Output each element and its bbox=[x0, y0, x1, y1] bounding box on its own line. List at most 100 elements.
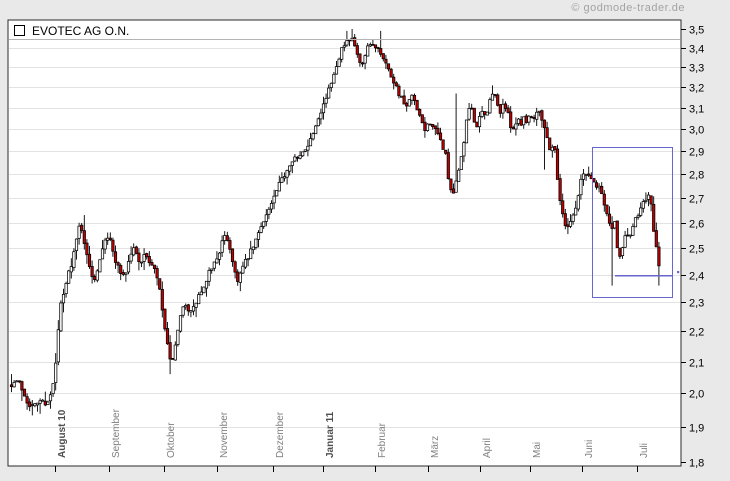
candle bbox=[246, 258, 250, 267]
candle bbox=[25, 393, 29, 410]
candle bbox=[87, 245, 92, 269]
candle bbox=[386, 63, 391, 72]
candle bbox=[535, 107, 539, 126]
x-tick-label: Oktober bbox=[166, 422, 177, 458]
candle bbox=[22, 388, 27, 397]
x-tick-label: Mai bbox=[532, 442, 543, 458]
candle bbox=[402, 89, 406, 105]
candle bbox=[540, 109, 544, 128]
candle bbox=[568, 214, 573, 229]
candle bbox=[342, 41, 346, 52]
candle bbox=[594, 180, 599, 190]
candle bbox=[288, 165, 292, 176]
candle bbox=[217, 251, 222, 266]
candle bbox=[490, 85, 495, 101]
candle bbox=[433, 125, 437, 136]
candle bbox=[358, 53, 362, 67]
y-tick-label: 3,4 bbox=[689, 44, 704, 56]
candle bbox=[332, 71, 336, 84]
candle bbox=[394, 81, 398, 87]
candle bbox=[61, 288, 66, 313]
candle bbox=[98, 259, 102, 273]
candle bbox=[379, 30, 383, 57]
candle bbox=[600, 182, 604, 195]
y-tick-label: 2,0 bbox=[689, 389, 704, 401]
x-tick-label: Januar 11 bbox=[325, 411, 336, 458]
x-tick-label: Februar bbox=[377, 422, 388, 458]
candle bbox=[137, 248, 141, 271]
candle bbox=[228, 237, 232, 254]
x-tick-label: September bbox=[111, 408, 122, 458]
candle bbox=[204, 280, 209, 297]
candle bbox=[152, 264, 157, 274]
candle bbox=[542, 119, 547, 170]
candle bbox=[555, 144, 560, 180]
candle bbox=[425, 123, 430, 132]
candle bbox=[95, 269, 99, 283]
candle bbox=[472, 107, 476, 123]
candle bbox=[334, 60, 339, 75]
candle bbox=[147, 251, 151, 267]
candle bbox=[145, 252, 149, 260]
candle bbox=[207, 267, 211, 287]
candle bbox=[496, 93, 500, 107]
candle bbox=[605, 204, 609, 217]
candle bbox=[654, 222, 658, 248]
candle bbox=[113, 245, 118, 269]
candle bbox=[467, 102, 471, 121]
candle bbox=[327, 84, 331, 99]
candle bbox=[545, 121, 549, 139]
grid-lines bbox=[9, 48, 680, 428]
candle bbox=[449, 178, 453, 193]
candle bbox=[59, 300, 63, 333]
candle bbox=[636, 213, 640, 220]
candle bbox=[314, 124, 318, 135]
y-tick-label: 2,7 bbox=[689, 194, 704, 206]
candle bbox=[581, 169, 586, 186]
legend-checkbox-icon[interactable] bbox=[14, 25, 25, 36]
candle bbox=[267, 206, 271, 220]
x-tick-label: April bbox=[482, 438, 493, 458]
candle bbox=[446, 148, 450, 180]
candle bbox=[225, 231, 229, 242]
candle bbox=[165, 322, 170, 345]
candle bbox=[108, 232, 112, 242]
x-axis: August 10 September Oktober November Dezembe… bbox=[55, 408, 650, 472]
candle bbox=[82, 215, 86, 250]
candle bbox=[574, 200, 578, 216]
site-watermark: © godmode-trader.de bbox=[571, 2, 685, 14]
candle bbox=[186, 303, 190, 316]
candle bbox=[464, 119, 469, 144]
candle bbox=[269, 200, 274, 213]
candle bbox=[301, 151, 305, 158]
y-tick-label: 2,9 bbox=[689, 147, 704, 159]
candle bbox=[77, 222, 81, 245]
candle bbox=[415, 99, 419, 111]
candle bbox=[475, 121, 479, 128]
candle bbox=[178, 315, 183, 333]
candle bbox=[407, 99, 411, 107]
candle bbox=[527, 115, 531, 126]
candle bbox=[353, 34, 357, 47]
candle bbox=[509, 106, 513, 133]
candle bbox=[321, 96, 326, 120]
candle bbox=[74, 238, 79, 260]
candle bbox=[454, 93, 458, 193]
candle bbox=[488, 97, 492, 114]
candle bbox=[319, 108, 323, 125]
candle bbox=[444, 149, 448, 155]
y-tick-label: 2,5 bbox=[689, 244, 704, 256]
annotation-dot bbox=[677, 270, 680, 274]
candle bbox=[441, 139, 445, 150]
candle bbox=[652, 196, 656, 232]
candle bbox=[90, 260, 94, 284]
candle bbox=[142, 248, 146, 271]
candle bbox=[158, 278, 162, 290]
candle bbox=[100, 240, 105, 260]
candle bbox=[119, 263, 123, 281]
candle bbox=[262, 221, 266, 229]
candle bbox=[69, 258, 73, 279]
candle bbox=[392, 73, 396, 90]
candle bbox=[285, 169, 289, 185]
